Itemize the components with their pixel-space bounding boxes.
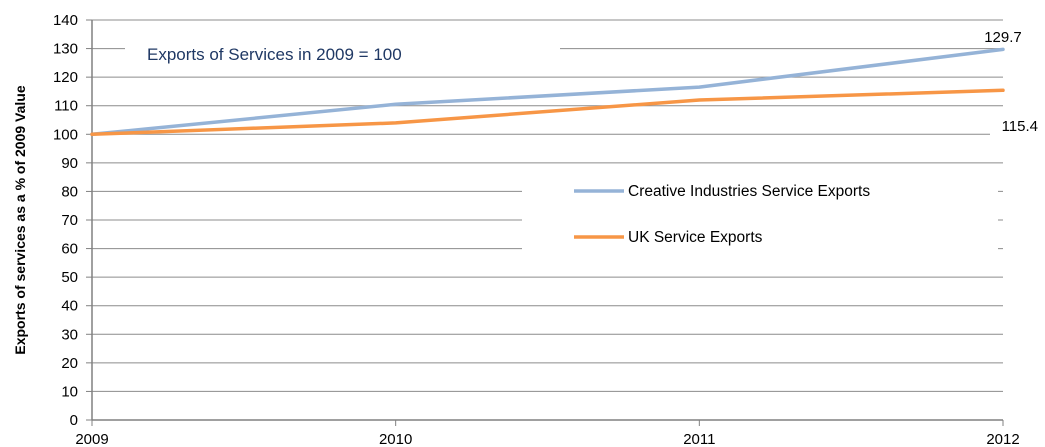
y-tick-label-130: 130: [53, 41, 78, 58]
y-axis-label: Exports of services as a % of 2009 Value: [12, 85, 28, 354]
y-tick-label-140: 140: [53, 12, 78, 29]
series-lines: [90, 47, 1005, 137]
series-line-1: [90, 47, 1005, 137]
y-tick-label-50: 50: [61, 269, 78, 286]
data-label-2: 115.4: [1002, 118, 1038, 135]
data-label-1: 129.7: [984, 29, 1022, 46]
y-tick-label-100: 100: [53, 126, 78, 143]
y-tick-label-70: 70: [61, 212, 78, 229]
data-label-bg-1: [977, 27, 1027, 46]
y-tick-labels: 0 10 20 30 40 50 60 70 80 90 100 110 120 130 140: [53, 12, 92, 429]
series-line-2: [90, 88, 1005, 137]
y-tick-label-80: 80: [61, 183, 78, 200]
x-tick-label-2012: 2012: [986, 431, 1019, 447]
x-tick-label-2009: 2009: [75, 431, 108, 447]
legend-label-2: UK Service Exports: [628, 229, 763, 246]
x-tick-label-2010: 2010: [379, 431, 412, 447]
y-tick-label-120: 120: [53, 69, 78, 86]
y-tick-label-30: 30: [61, 326, 78, 343]
data-labels: 129.7 115.4: [977, 27, 1040, 135]
x-tick-labels: 2009 2010 2011 2012: [75, 420, 1020, 447]
y-tick-label-60: 60: [61, 241, 78, 258]
y-tick-label-40: 40: [61, 298, 78, 315]
y-tick-label-110: 110: [54, 98, 78, 115]
y-tick-label-20: 20: [61, 355, 78, 372]
annotation-text: Exports of Services in 2009 = 100: [147, 45, 402, 64]
y-tick-label-90: 90: [61, 155, 78, 172]
legend-label-1: Creative Industries Service Exports: [628, 183, 870, 200]
data-label-bg-2: [990, 116, 1040, 135]
x-tick-label-2011: 2011: [683, 431, 715, 447]
legend-box: [522, 168, 998, 260]
y-tick-label-0: 0: [70, 412, 78, 429]
legend: Creative Industries Service Exports UK Se…: [522, 168, 998, 260]
annotation-box: [125, 37, 560, 71]
y-tick-label-10: 10: [61, 383, 78, 400]
